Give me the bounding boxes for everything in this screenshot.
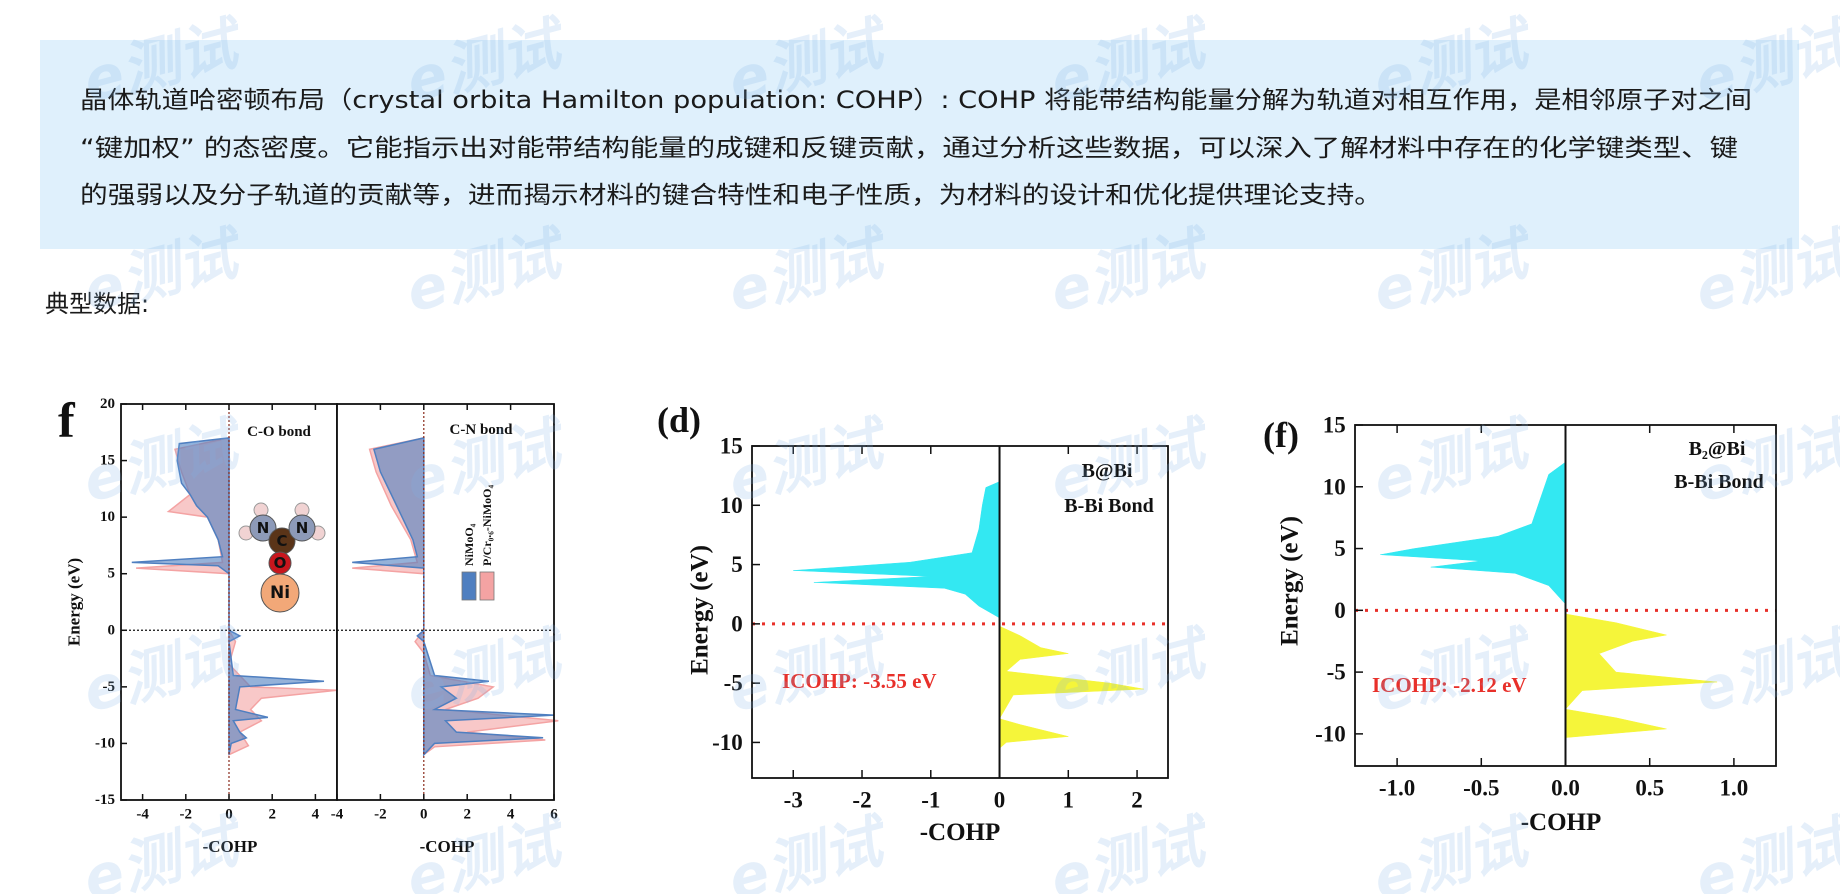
- x-tick-label: 2: [268, 806, 276, 822]
- panel-label: (d): [657, 400, 701, 440]
- atom-label: O: [274, 554, 287, 572]
- x-tick-label: -0.5: [1463, 775, 1499, 800]
- legend-label: P/Cr₀.₆-NiMoO₄: [480, 484, 494, 566]
- cohp-area: [793, 481, 1000, 619]
- y-tick-label: -5: [724, 671, 743, 696]
- plot-frame: [336, 403, 555, 801]
- section-label: 典型数据:: [45, 290, 149, 318]
- atom: [249, 514, 277, 542]
- annotation: ICOHP: -3.55 eV: [782, 669, 937, 693]
- y-tick-label: 15: [1323, 413, 1346, 438]
- x-tick-label: -2: [374, 806, 387, 822]
- x-tick-label: 0: [420, 806, 428, 822]
- watermark: e测试: [1688, 8, 1840, 116]
- y-tick-label: 15: [100, 453, 115, 469]
- panel-label: f: [58, 392, 76, 448]
- x-tick-label: -1: [921, 787, 940, 812]
- y-tick-label: 0: [731, 611, 743, 636]
- y-tick-label: -10: [712, 730, 743, 755]
- annotation: B-Bi Bond: [1064, 495, 1153, 517]
- x-axis-label: -COHP: [920, 819, 1001, 846]
- legend-swatch: [479, 571, 495, 601]
- legend-swatch: [461, 571, 477, 601]
- watermark: e测试: [76, 806, 251, 894]
- y-tick-label: 0: [108, 622, 116, 638]
- y-axis-label: Energy (eV): [1277, 516, 1304, 646]
- annotation: B@Bi: [1082, 460, 1133, 482]
- y-tick-label: -10: [1315, 721, 1346, 746]
- x-tick-label: 2: [463, 806, 471, 822]
- subplot-title: C-O bond: [247, 424, 311, 440]
- y-tick-label: 5: [108, 566, 116, 582]
- watermark: e测试: [721, 806, 896, 894]
- plot-background: [752, 446, 1168, 778]
- y-tick-label: 5: [731, 552, 743, 577]
- plot-frame: [751, 445, 1169, 779]
- x-tick-label: -4: [136, 806, 149, 822]
- watermark: e测试: [1366, 806, 1541, 894]
- atom-label: N: [296, 519, 309, 537]
- atom-label: N: [257, 519, 270, 537]
- x-tick-label: -4: [331, 806, 344, 822]
- description-line: 晶体轨道哈密顿布局（crystal orbita Hamilton popula…: [80, 86, 1752, 114]
- cohp-area: [131, 437, 325, 755]
- y-axis-label: Energy (eV): [65, 558, 84, 646]
- x-tick-label: 0: [994, 787, 1006, 812]
- watermark: e测试: [1043, 806, 1218, 894]
- atom-label: Ni: [270, 583, 290, 603]
- y-tick-label: 10: [1323, 474, 1346, 499]
- x-tick-label: 0.0: [1551, 775, 1580, 800]
- x-tick-label: 0: [225, 806, 233, 822]
- x-tick-label: 4: [312, 806, 320, 822]
- cohp-area: [1565, 613, 1718, 738]
- y-tick-label: 10: [720, 493, 743, 518]
- x-tick-label: 4: [507, 806, 515, 822]
- atom-label: C: [276, 532, 287, 550]
- watermark: e测试: [1688, 806, 1840, 894]
- description-line: 的强弱以及分子轨道的贡献等，进而揭示材料的键合特性和电子性质，为材料的设计和优化…: [80, 181, 1382, 209]
- subplot-title: C-N bond: [450, 422, 514, 438]
- x-tick-label: -3: [784, 787, 803, 812]
- cohp-area: [1380, 461, 1566, 605]
- legend-label: NiMoO₄: [462, 523, 476, 566]
- x-axis-label: -COHP: [1521, 809, 1602, 836]
- y-tick-label: 0: [1334, 598, 1346, 623]
- x-tick-label: 0.5: [1635, 775, 1664, 800]
- y-tick-label: 5: [1334, 536, 1346, 561]
- panel-label: (f): [1263, 415, 1299, 455]
- y-tick-label: -15: [95, 792, 115, 808]
- x-tick-label: 1.0: [1720, 775, 1749, 800]
- description-box: [40, 40, 1799, 249]
- y-axis-label: Energy (eV): [687, 545, 714, 675]
- atom: [288, 514, 316, 542]
- y-tick-label: -5: [103, 679, 116, 695]
- annotation: ICOHP: -2.12 eV: [1372, 673, 1527, 697]
- y-tick-label: -5: [1327, 660, 1346, 685]
- watermark: e测试: [1688, 408, 1840, 516]
- x-tick-label: -1.0: [1379, 775, 1415, 800]
- cohp-area: [999, 625, 1144, 749]
- x-tick-label: 2: [1131, 787, 1143, 812]
- y-tick-label: 15: [720, 434, 743, 459]
- y-tick-label: -10: [95, 735, 115, 751]
- description-line: “键加权” 的态密度。它能指示出对能带结构能量的成键和反键贡献，通过分析这些数据…: [80, 134, 1738, 162]
- x-tick-label: 6: [550, 806, 558, 822]
- x-axis-label: -COHP: [420, 837, 475, 856]
- y-tick-label: 20: [100, 396, 115, 412]
- annotation: B-Bi Bond: [1674, 471, 1763, 493]
- annotation: B₂@Bi: [1689, 438, 1746, 460]
- cohp-area: [352, 436, 555, 757]
- y-tick-label: 10: [100, 509, 115, 525]
- x-tick-label: -2: [180, 806, 193, 822]
- x-axis-label: -COHP: [203, 837, 258, 856]
- atom: [260, 573, 300, 613]
- x-tick-label: -2: [852, 787, 871, 812]
- x-tick-label: 1: [1063, 787, 1075, 812]
